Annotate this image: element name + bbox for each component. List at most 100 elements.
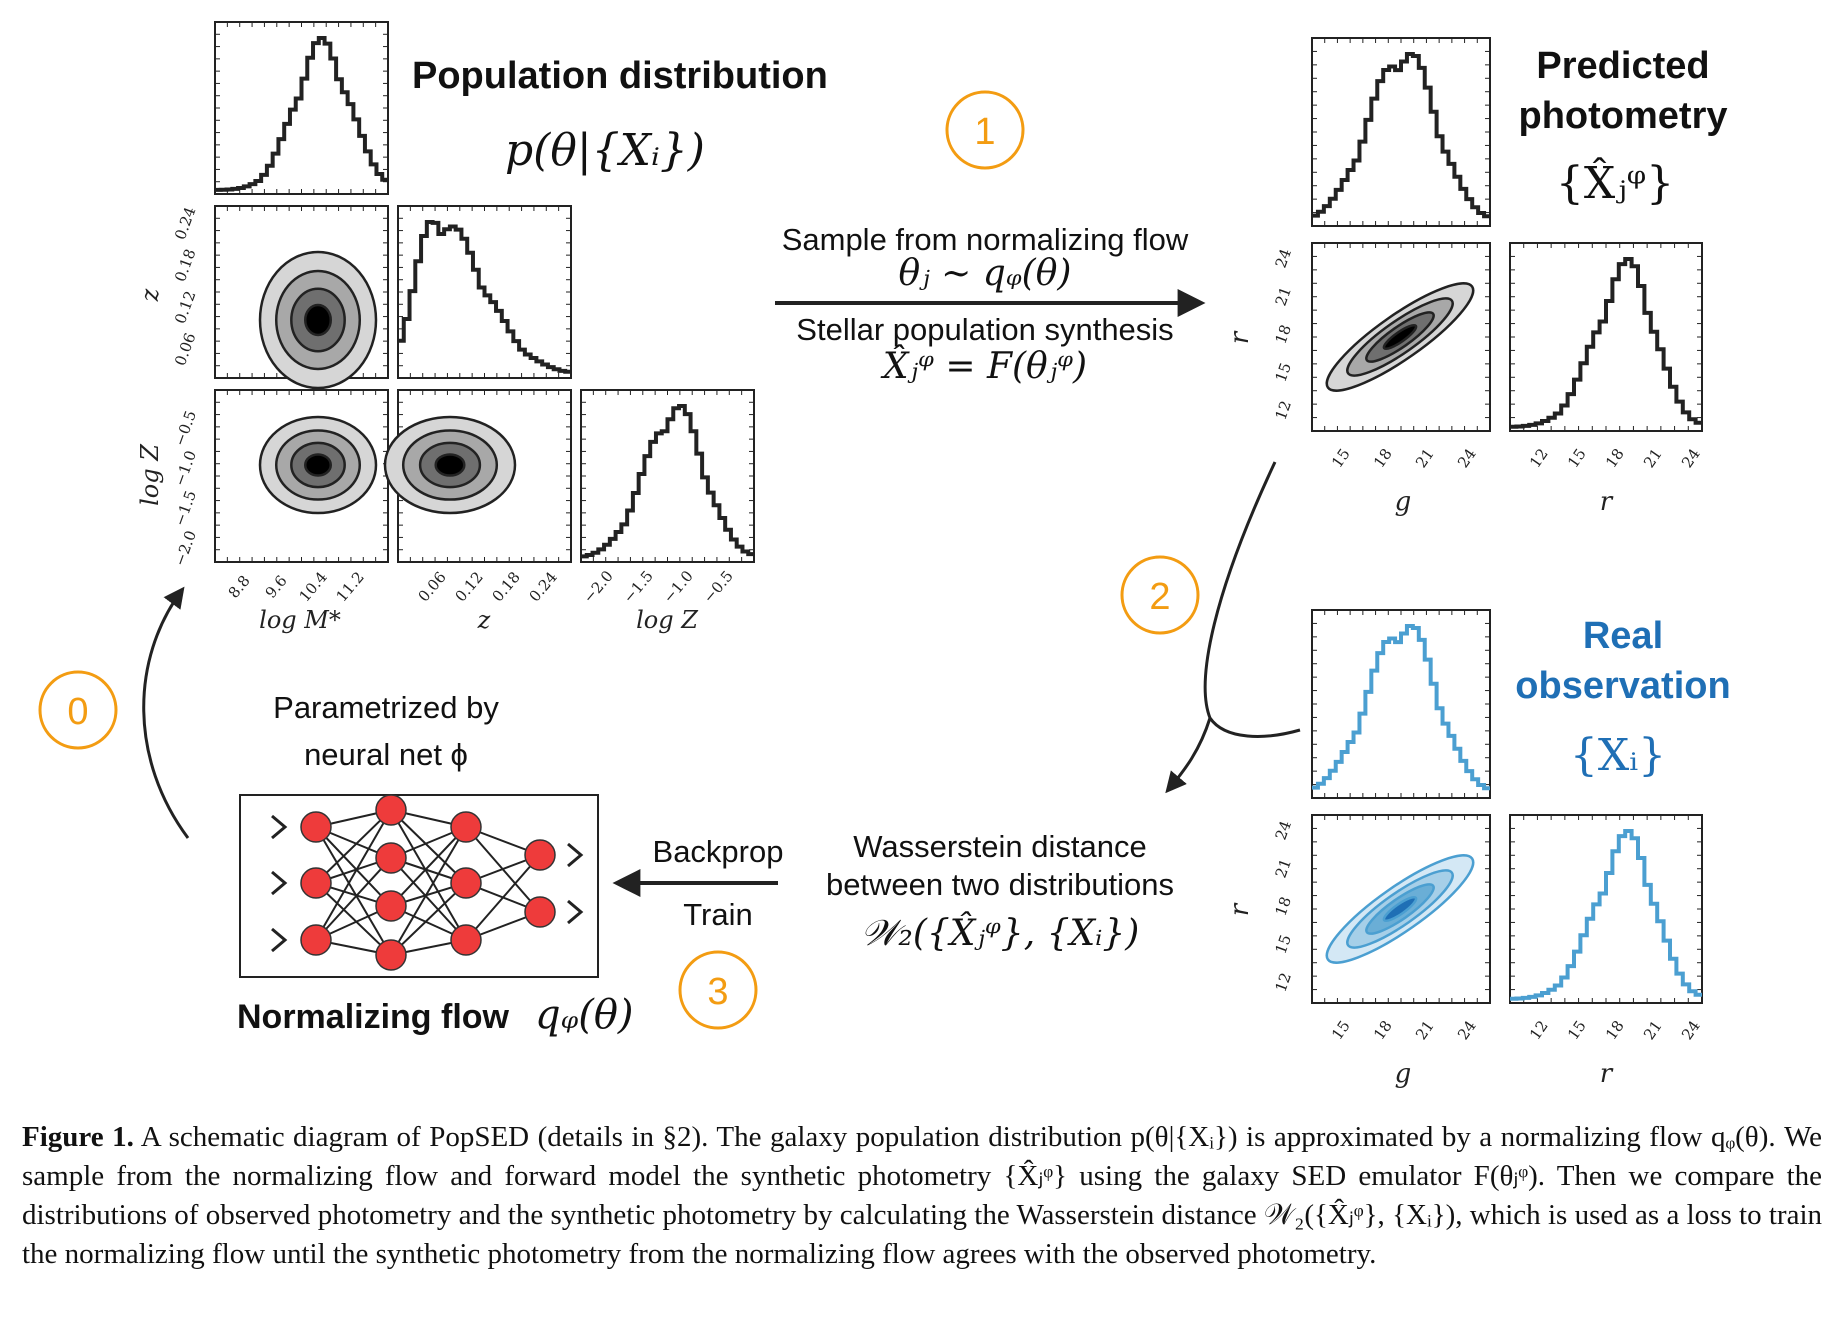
- hist-z: [398, 220, 571, 374]
- predicted-title-line1: Predicted: [1536, 45, 1709, 87]
- tick-left-logZ-3: −2.0: [171, 528, 200, 568]
- parametrized-label-2: neural net ϕ: [304, 737, 468, 772]
- pred-contour-g-r: [1325, 282, 1475, 392]
- hist-logM: [215, 36, 388, 192]
- wasserstein-label-1: Wasserstein distance: [853, 829, 1146, 864]
- sample-label: Sample from normalizing flow: [782, 222, 1189, 257]
- real-tick-rx-0: 12: [1526, 1017, 1552, 1043]
- xlabel-logZ: log Z: [636, 606, 699, 634]
- real-tick-ry-1: 21: [1272, 856, 1295, 880]
- parametrized-label-1: Parametrized by: [273, 690, 499, 725]
- compare-arrow-top: [1203, 461, 1301, 738]
- tick-z-3: 0.24: [526, 568, 561, 605]
- real-math: {Xᵢ}: [1570, 730, 1666, 781]
- nn-node-0-0: [300, 811, 332, 843]
- nn-node-0-2: [300, 924, 332, 956]
- contour-z-logZ: [383, 415, 517, 515]
- tick-left-logZ-1: −1.0: [171, 448, 200, 488]
- pred-tick-rx-0: 12: [1526, 445, 1552, 471]
- pred-tick-rx-2: 18: [1602, 445, 1628, 471]
- tick-logM-3: 11.2: [333, 568, 368, 605]
- real-title-line2: observation: [1515, 665, 1730, 707]
- tick-logM-0: 8.8: [225, 572, 254, 602]
- pred-hist-r: [1510, 257, 1702, 429]
- svg-text:3: 3: [707, 971, 728, 1013]
- real-contour-g-r: [1325, 854, 1475, 964]
- real-xlabel-r: r: [1600, 1059, 1614, 1089]
- real-tick-ry-3: 15: [1272, 932, 1295, 956]
- nn-node-1-0: [375, 794, 407, 826]
- step-3-circle: 3: [678, 950, 758, 1030]
- contour-logM-z: [258, 250, 378, 390]
- figure-caption: Figure 1. A schematic diagram of PopSED …: [22, 1118, 1822, 1274]
- tick-left-logZ-0: −0.5: [171, 408, 200, 448]
- normalizing-flow-title: Normalizing flow: [237, 998, 510, 1036]
- nn-node-0-1: [300, 867, 332, 899]
- pred-tick-ry-2: 18: [1272, 322, 1295, 346]
- real-xlabel-g: g: [1395, 1059, 1412, 1089]
- nn-node-2-0: [450, 811, 482, 843]
- real-tick-ry-2: 18: [1272, 894, 1295, 918]
- sps-label: Stellar population synthesis: [796, 312, 1173, 347]
- tick-left-logZ-2: −1.5: [171, 488, 200, 528]
- pred-ylabel-r: r: [1225, 330, 1255, 344]
- schematic-figure: 8.8 9.6 10.4 11.2 0.06 0.12 0.18 0.24 −2.0 −1.5 −1…: [38, 21, 1731, 1089]
- nn-output-chevron-icon: [567, 899, 584, 925]
- pred-tick-ry-0: 24: [1272, 246, 1295, 270]
- pred-xlabel-r: r: [1600, 487, 1614, 517]
- nn-node-3-0: [524, 839, 556, 871]
- real-tick-rx-1: 15: [1564, 1017, 1590, 1043]
- svg-text:2: 2: [1149, 576, 1170, 618]
- real-tick-g-2: 21: [1412, 1017, 1438, 1043]
- real-tick-g-1: 18: [1370, 1017, 1396, 1043]
- tick-left-z-0: 0.24: [171, 205, 199, 243]
- pred-tick-g-0: 15: [1328, 445, 1354, 471]
- pred-tick-g-3: 24: [1454, 445, 1480, 471]
- nn-node-1-3: [375, 939, 407, 971]
- population-corner-plot: 8.8 9.6 10.4 11.2 0.06 0.12 0.18 0.24 −2.0 −1.5 −1…: [136, 21, 755, 634]
- normalizing-flow-math: qᵩ(θ): [535, 992, 634, 1038]
- tick-logZ-3: −0.5: [700, 567, 737, 606]
- nn-input-chevron-icon: [271, 870, 288, 896]
- neural-network-diagram: [239, 794, 599, 978]
- real-ylabel-r: r: [1225, 902, 1255, 916]
- pred-tick-rx-3: 21: [1640, 445, 1666, 471]
- nn-input-chevron-icon: [271, 814, 288, 840]
- train-label: Train: [683, 897, 752, 932]
- update-arrow: [142, 586, 190, 839]
- tick-logZ-2: −1.0: [660, 567, 697, 606]
- nn-node-2-1: [450, 867, 482, 899]
- tick-logM-1: 9.6: [262, 572, 291, 602]
- real-tick-ry-4: 12: [1272, 970, 1295, 994]
- caption-label: Figure 1.: [22, 1121, 134, 1153]
- pred-tick-g-2: 21: [1412, 445, 1438, 471]
- nn-node-2-2: [450, 924, 482, 956]
- predicted-photometry-corner-plot: 15 18 21 24 12 15 18 21 24 24 21 18 15 12 g r r: [1225, 37, 1704, 517]
- step-0-circle: 0: [38, 670, 118, 750]
- pred-tick-g-1: 18: [1370, 445, 1396, 471]
- hist-logZ: [581, 404, 754, 559]
- real-tick-rx-3: 21: [1640, 1017, 1666, 1043]
- ylabel-z: z: [136, 288, 164, 302]
- real-tick-ry-0: 24: [1272, 818, 1295, 842]
- pred-tick-ry-1: 21: [1272, 284, 1295, 308]
- real-hist-r: [1510, 829, 1702, 1001]
- step-1-circle: 1: [945, 90, 1025, 170]
- tick-logZ-0: −2.0: [580, 567, 617, 606]
- nn-node-3-1: [524, 896, 556, 928]
- panel-logM-hist: [214, 21, 389, 195]
- real-panel-r-hist: [1509, 814, 1703, 1004]
- real-tick-rx-2: 18: [1602, 1017, 1628, 1043]
- compare-arrow-main: [1165, 717, 1212, 794]
- nn-node-1-1: [375, 842, 407, 874]
- xlabel-logM: log M*: [259, 606, 341, 634]
- real-tick-g-0: 15: [1328, 1017, 1354, 1043]
- panel-logZ-hist: [580, 389, 755, 563]
- predicted-title-line2: photometry: [1519, 95, 1728, 137]
- contour-logM-logZ: [258, 415, 378, 515]
- wasserstein-label-2: between two distributions: [826, 867, 1174, 902]
- tick-left-z-3: 0.06: [171, 331, 199, 369]
- ylabel-logZ: log Z: [136, 443, 164, 506]
- real-hist-g: [1312, 624, 1490, 791]
- svg-text:1: 1: [974, 111, 995, 153]
